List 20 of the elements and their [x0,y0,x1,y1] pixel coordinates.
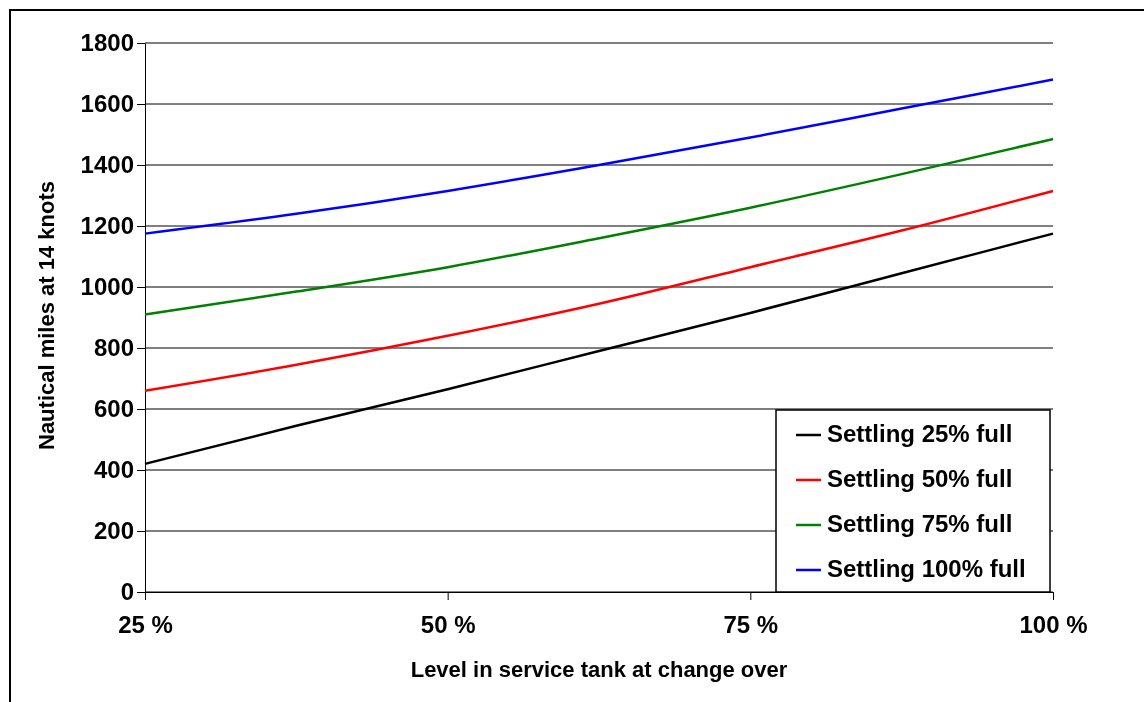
y-axis-title: Nautical miles at 14 knots [34,181,59,450]
legend-label: Settling 100% full [827,555,1026,582]
legend-label: Settling 75% full [827,510,1013,537]
x-tick-label: 75 % [723,611,779,639]
x-tick-label: 25 % [118,611,173,639]
y-tick-label: 600 [93,395,134,423]
x-tick-label: 100 % [1019,611,1088,639]
y-tick-label: 1400 [80,151,134,179]
y-tick-label: 1600 [80,90,134,118]
y-tick-label: 200 [93,517,134,545]
y-tick-label: 1000 [80,273,134,301]
y-tick-label: 1200 [80,212,134,240]
legend-label: Settling 25% full [827,420,1013,447]
y-tick-label: 1800 [80,29,134,57]
y-tick-label: 400 [93,456,134,484]
x-tick-label: 50 % [420,611,476,639]
legend-label: Settling 50% full [827,465,1013,492]
x-axis-title: Level in service tank at change over [410,657,788,682]
y-tick-label: 0 [120,578,134,606]
y-tick-label: 800 [93,334,134,362]
